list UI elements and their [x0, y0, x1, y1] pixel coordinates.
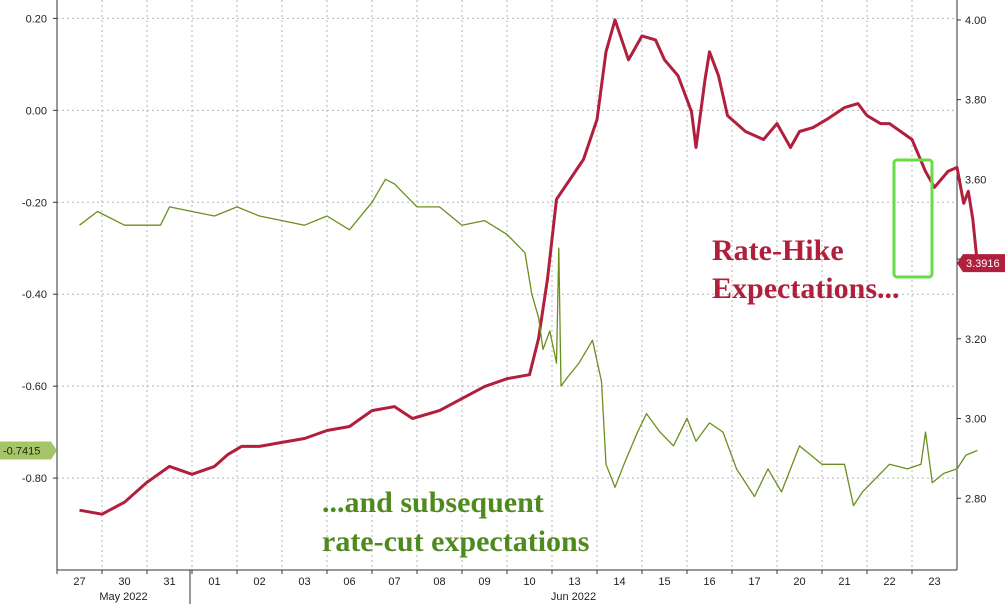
left-tick-label: 0.00 [26, 105, 47, 117]
x-tick-label: 02 [253, 576, 265, 588]
right-tick-label: 3.00 [965, 414, 986, 426]
left-last-value-label: -0.7415 [3, 445, 40, 457]
left-tick-label: -0.20 [22, 197, 47, 209]
x-tick-label: 10 [523, 576, 535, 588]
right-tick-label: 3.80 [965, 95, 986, 107]
left-last-value-badge [0, 441, 57, 460]
left-tick-label: -0.80 [22, 473, 47, 485]
x-tick-label: 13 [568, 576, 580, 588]
gridlines [57, 0, 957, 570]
x-tick-label: 07 [388, 576, 400, 588]
month-label-jun: Jun 2022 [551, 591, 596, 603]
right-last-value-badge [957, 254, 1005, 273]
x-tick-label: 17 [748, 576, 760, 588]
left-axis: 0.20 0.00 -0.20 -0.40 -0.60 -0.80 [22, 0, 58, 570]
x-tick-label: 16 [703, 576, 715, 588]
x-tick-label: 01 [208, 576, 220, 588]
x-tick-label: 21 [838, 576, 850, 588]
x-tick-label: 22 [883, 576, 895, 588]
left-tick-label: -0.40 [22, 289, 47, 301]
x-tick-label: 06 [343, 576, 355, 588]
x-tick-label: 14 [613, 576, 625, 588]
x-axis: 27 30 31 01 02 03 06 07 08 09 10 13 14 15 16 17 20 21 22 23… [56, 569, 957, 604]
x-tick-label: 20 [793, 576, 805, 588]
right-tick-label: 3.20 [965, 334, 986, 346]
left-tick-label: 0.20 [26, 13, 47, 25]
value-badges: 3.3916 -0.7415 [0, 254, 1005, 460]
green-annotation-line2: rate-cut expectations [322, 525, 589, 558]
green-annotation-line1: ...and subsequent [322, 486, 544, 519]
x-tick-label: 08 [433, 576, 445, 588]
x-tick-label: 27 [73, 576, 85, 588]
series-layer [79, 18, 979, 516]
red-annotation-line2: Expectations... [712, 272, 900, 305]
x-tick-label: 23 [928, 576, 940, 588]
right-tick-label: 4.00 [965, 15, 986, 27]
right-last-value-label: 3.3916 [966, 258, 1000, 270]
rate-hike-series-line [79, 18, 979, 516]
month-label-may: May 2022 [99, 591, 147, 603]
right-tick-label: 2.80 [965, 493, 986, 505]
x-tick-label: 30 [118, 576, 130, 588]
x-tick-label: 09 [478, 576, 490, 588]
right-axis: 4.003.803.603.403.203.002.80 [956, 0, 986, 570]
x-tick-label: 15 [658, 576, 670, 588]
red-annotation-line1: Rate-Hike [712, 234, 844, 267]
right-tick-label: 3.60 [965, 174, 986, 186]
x-tick-label: 31 [163, 576, 175, 588]
x-tick-label: 03 [298, 576, 310, 588]
left-tick-label: -0.60 [22, 381, 47, 393]
rate-cut-series-line [79, 178, 978, 507]
highlight-box [892, 158, 934, 279]
